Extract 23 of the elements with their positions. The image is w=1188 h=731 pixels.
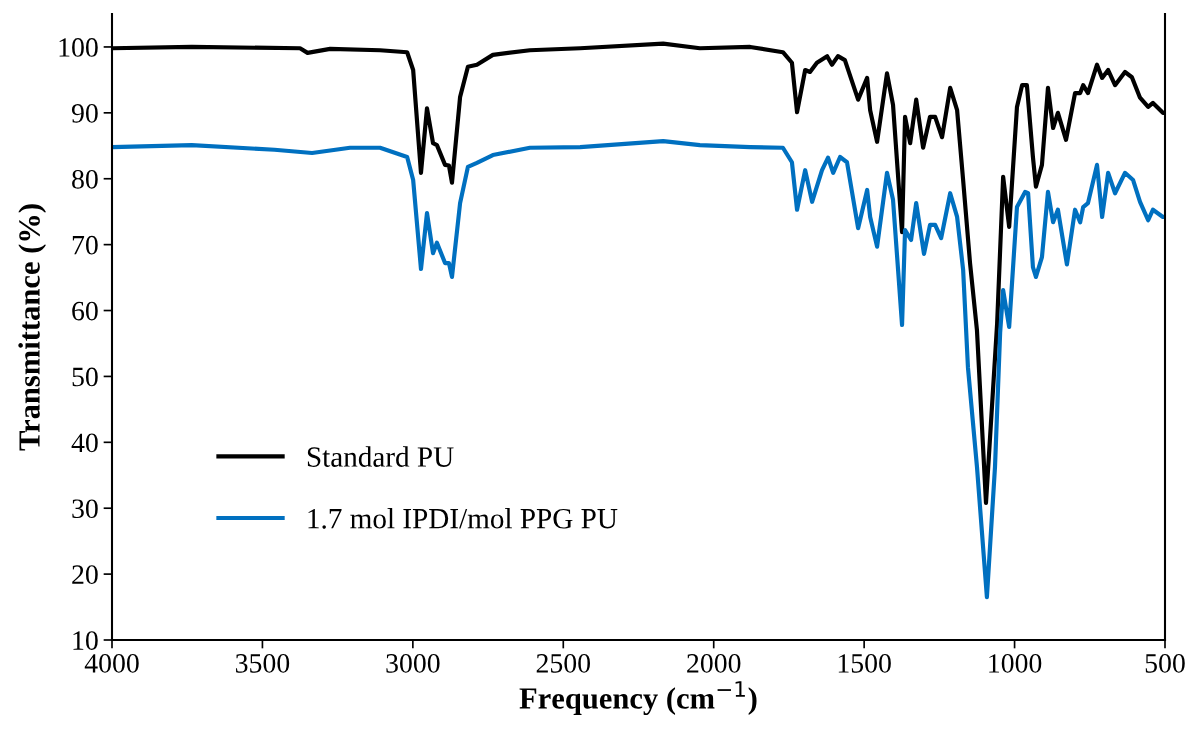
x-tick-label: 2500 (536, 654, 590, 673)
x-tick-label: 4000 (84, 654, 139, 673)
y-tick-label: 20 (72, 565, 98, 585)
x-tick-label: 500 (1145, 654, 1185, 673)
y-tick-label: 30 (72, 499, 98, 519)
y-tick-label: 50 (72, 367, 98, 387)
legend-label: Standard PU (307, 446, 454, 467)
x-tick-label: 3500 (235, 654, 290, 673)
y-tick-label: 70 (72, 235, 98, 255)
legend-label: 1.7 mol IPDI/mol PPG PU (308, 507, 618, 529)
y-axis-title: Transmittance (%) (18, 204, 47, 451)
y-tick-label: 60 (72, 301, 98, 321)
x-tick-label: 2000 (687, 654, 741, 673)
x-axis-title: Frequency (cm$^{−1}$) (519, 681, 757, 716)
line-series (112, 139, 1165, 600)
x-tick-label: 1500 (838, 654, 891, 673)
y-tick-label: 100 (59, 38, 98, 57)
y-tick-label: 40 (71, 433, 98, 453)
y-tick-label: 10 (73, 631, 98, 650)
y-tick-label: 80 (72, 169, 98, 189)
x-tick-label: 1000 (989, 654, 1042, 673)
x-tick-label: 3000 (386, 654, 440, 673)
y-tick-label: 90 (71, 104, 98, 123)
